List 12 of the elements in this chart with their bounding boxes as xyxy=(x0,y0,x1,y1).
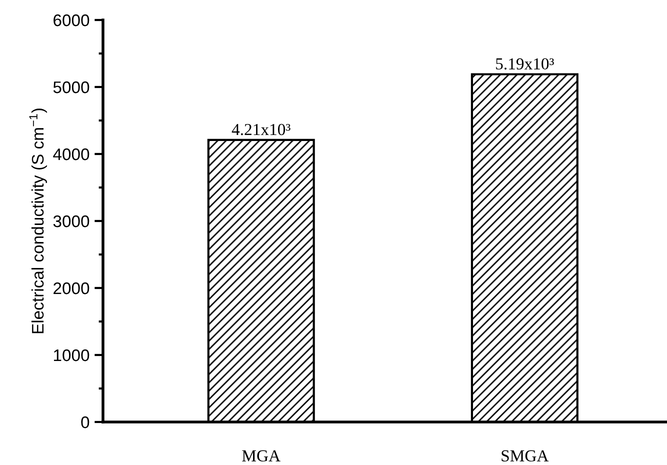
data-label: 4.21x10³ xyxy=(232,124,290,136)
y-tick-label: 0 xyxy=(81,416,90,428)
y-axis-title: Electrical conductivity (S cm$^{−1}$) xyxy=(29,108,47,334)
y-tick-label: 4000 xyxy=(53,148,90,160)
y-tick-label: 6000 xyxy=(54,14,90,26)
y-tick-label: 5000 xyxy=(53,81,90,94)
y-tick-label: 3000 xyxy=(53,215,90,228)
y-tick-label: 1000 xyxy=(54,349,90,362)
x-tick-label: MGA xyxy=(242,450,280,462)
data-label: 5.19x10³ xyxy=(496,58,554,70)
x-tick-label: SMGA xyxy=(502,450,549,462)
y-tick-label: 2000 xyxy=(54,282,90,294)
